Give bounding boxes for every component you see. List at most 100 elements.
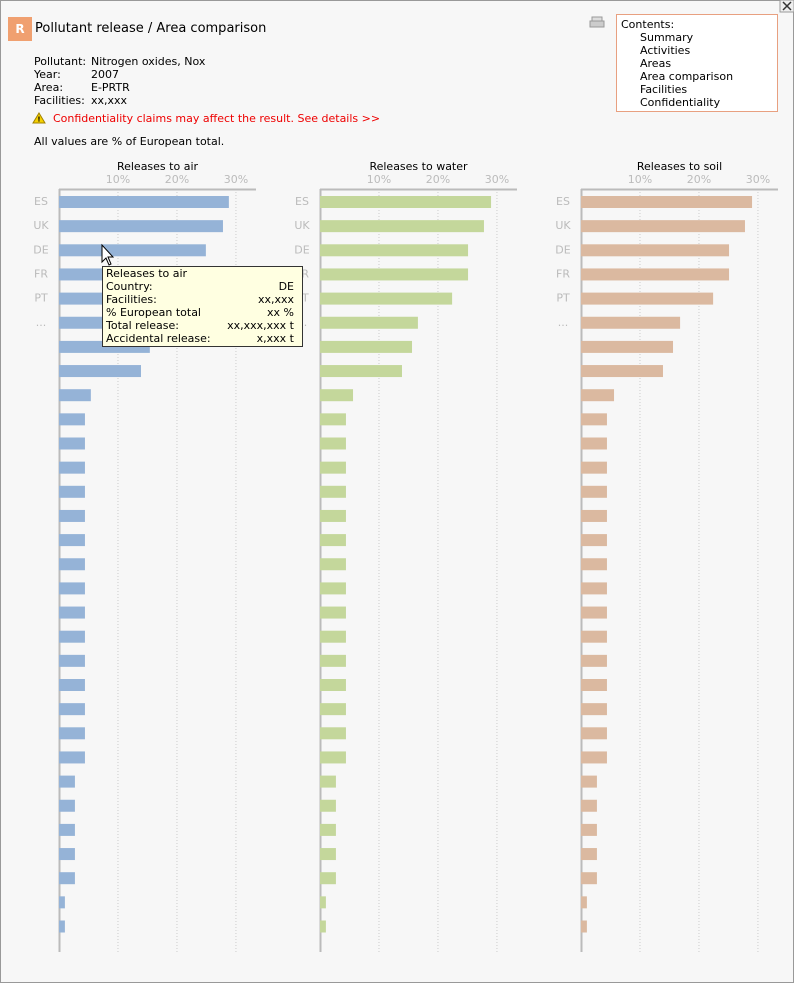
contents-item: Summary [640, 31, 694, 44]
print-icon-part [589, 20, 605, 28]
bar [581, 485, 607, 498]
tooltip-title: Releases to air [106, 267, 188, 280]
bar [581, 244, 730, 257]
bar [320, 196, 492, 208]
bar [59, 751, 85, 764]
bar [320, 485, 346, 498]
close-icon [782, 1, 792, 11]
warning-link[interactable]: Confidentiality claims may affect the re… [53, 112, 380, 125]
bar [581, 316, 681, 329]
bar [320, 461, 346, 474]
bar [581, 727, 607, 740]
contents-item: Activities [640, 44, 690, 57]
y-tick-label: UK [294, 219, 310, 232]
contents-item: Confidentiality [640, 96, 721, 109]
tooltip: Releases to air Country: DE Facilities: xx,… [102, 266, 303, 347]
info-value: E-PRTR [91, 81, 130, 94]
bar [581, 630, 607, 643]
y-tick-label: FR [34, 267, 48, 280]
bar [581, 461, 607, 474]
bar [59, 558, 85, 571]
bar [59, 896, 65, 909]
tooltip-value: xx,xxx,xxx t [227, 319, 295, 332]
bar [581, 848, 597, 861]
tooltip-label: Facilities: [106, 293, 157, 306]
badge-text: R [15, 22, 24, 36]
note: All values are % of European total. [34, 135, 224, 148]
bar [581, 389, 615, 402]
bar [59, 582, 85, 595]
bar [581, 775, 597, 788]
y-tick-label: ES [295, 195, 309, 208]
bar [59, 365, 141, 378]
x-tick-label: 20% [687, 173, 711, 186]
tooltip-value: DE [279, 280, 294, 293]
y-tick-label: DE [33, 243, 48, 256]
page-title: Pollutant release / Area comparison [35, 21, 266, 36]
cursor [101, 243, 115, 266]
bar [320, 437, 346, 450]
x-tick-label: 10% [628, 173, 652, 186]
bar [320, 220, 484, 233]
chart-title: Releases to water [369, 160, 468, 173]
bar [320, 872, 336, 885]
bar [320, 558, 346, 571]
bar [581, 751, 607, 764]
bar [581, 654, 607, 667]
print-icon[interactable] [589, 16, 605, 28]
bar [320, 340, 413, 353]
bar [581, 679, 607, 691]
bar [59, 413, 85, 426]
bar [581, 340, 674, 353]
info-label: Year: [33, 68, 61, 81]
contents-box [616, 14, 778, 112]
tooltip-value: x,xxx t [257, 332, 295, 345]
info-value: xx,xxx [91, 94, 128, 107]
info-label: Pollutant: [34, 55, 86, 68]
bar [581, 582, 607, 595]
y-tick-label: UK [33, 219, 49, 232]
x-tick-label: 20% [165, 173, 189, 186]
bar [59, 220, 223, 233]
bar [320, 582, 346, 595]
bar [59, 244, 206, 257]
x-tick-label: 30% [224, 173, 248, 186]
bar [59, 389, 91, 402]
chart-title: Releases to air [117, 160, 199, 173]
bar [59, 823, 75, 836]
bar [59, 654, 85, 667]
bar [581, 799, 597, 812]
bar [59, 534, 85, 547]
tooltip-label: Accidental release: [106, 332, 211, 345]
info-value: Nitrogen oxides, Nox [91, 55, 206, 68]
bar [59, 872, 75, 885]
bar [59, 437, 85, 450]
bar [59, 775, 75, 788]
bar [320, 509, 346, 522]
bar [581, 920, 587, 933]
tooltip-label: Country: [106, 280, 153, 293]
bar [581, 823, 597, 836]
contents-title: Contents: [621, 18, 674, 31]
bar [581, 606, 607, 619]
bar [581, 220, 745, 233]
bar [320, 268, 469, 281]
y-tick-label: DE [294, 243, 309, 256]
contents-item: Areas [640, 57, 671, 70]
bar [581, 509, 607, 522]
info-label: Area: [34, 81, 63, 94]
y-tick-label: ES [556, 195, 570, 208]
bar [581, 365, 663, 378]
bar [581, 534, 607, 547]
badge [8, 17, 32, 41]
bar [320, 799, 336, 812]
bar [320, 630, 346, 643]
bar [59, 799, 75, 812]
bar [59, 679, 85, 691]
chart: Releases to water10%20%30%ESUKDEFRPT... [294, 160, 517, 952]
